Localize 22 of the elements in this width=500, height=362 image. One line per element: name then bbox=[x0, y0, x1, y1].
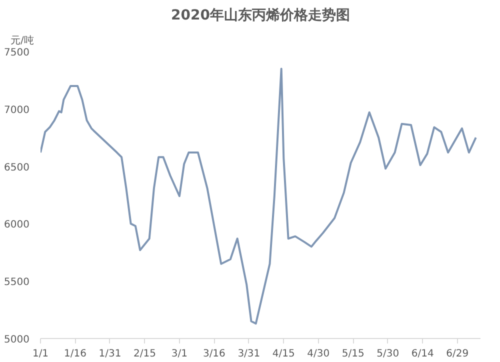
x-tick-label: 6/29 bbox=[446, 348, 469, 360]
x-tick-label: 1/1 bbox=[32, 348, 49, 360]
x-tick-label: 5/30 bbox=[376, 348, 400, 360]
y-tick-label: 5500 bbox=[4, 277, 30, 288]
y-axis-title: 元/吨 bbox=[10, 34, 34, 46]
x-tick-label: 4/30 bbox=[307, 348, 330, 360]
x-tick-label: 6/14 bbox=[411, 348, 434, 360]
x-tick-label: 1/31 bbox=[98, 348, 122, 360]
x-tick-label: 3/1 bbox=[171, 348, 188, 360]
x-tick-label: 2/15 bbox=[133, 348, 156, 360]
x-tick-label: 3/16 bbox=[202, 348, 226, 360]
x-tick-label: 3/31 bbox=[238, 348, 260, 360]
y-tick-label: 7000 bbox=[4, 104, 30, 116]
y-tick-label: 6000 bbox=[4, 220, 30, 231]
y-tick-label: 5000 bbox=[4, 334, 30, 346]
x-tick-label: 5/15 bbox=[342, 348, 364, 360]
line-series bbox=[40, 68, 477, 325]
y-tick-label: 6500 bbox=[4, 162, 30, 174]
chart-title: 2020年山东丙烯价格走势图 bbox=[171, 6, 350, 24]
x-tick-label: 1/16 bbox=[64, 348, 86, 360]
x-tick-label: 4/15 bbox=[272, 348, 295, 360]
y-tick-label: 7500 bbox=[4, 48, 30, 58]
